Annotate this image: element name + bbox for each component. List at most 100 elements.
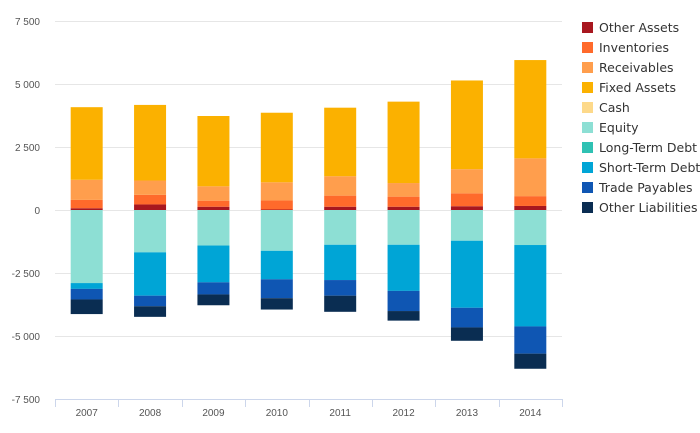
bar-segment-other-liabilities-2008[interactable] — [134, 306, 167, 317]
bar-segment-short-term-debt-2011[interactable] — [324, 244, 357, 281]
bar-segment-short-term-debt-2010[interactable] — [260, 250, 293, 280]
legend-item-long-term-debt[interactable]: Long-Term Debt — [582, 137, 700, 157]
bar-segment-equity-2009[interactable] — [197, 210, 230, 246]
chart-legend[interactable]: Other Assets Inventories Receivables Fixed … — [582, 17, 700, 217]
bar-segment-trade-payables-2008[interactable] — [134, 295, 167, 307]
bar-segment-fixed-assets-2013[interactable] — [450, 80, 483, 170]
bar-segment-trade-payables-2011[interactable] — [324, 280, 357, 296]
bar-segment-other-liabilities-2013[interactable] — [450, 327, 483, 341]
legend-label: Cash — [599, 99, 630, 115]
bar-stack-2009 — [197, 116, 230, 306]
bar-segment-other-assets-2013[interactable] — [450, 206, 483, 210]
bar-segment-short-term-debt-2014[interactable] — [514, 245, 547, 327]
bar-segment-other-assets-2014[interactable] — [514, 205, 547, 210]
bar-stack-2010 — [260, 112, 293, 310]
bar-segment-inventories-2007[interactable] — [70, 199, 103, 209]
bar-segment-other-liabilities-2009[interactable] — [197, 294, 230, 306]
bar-segment-receivables-2009[interactable] — [197, 186, 230, 201]
bar-segment-short-term-debt-2012[interactable] — [387, 244, 420, 291]
bar-segment-inventories-2011[interactable] — [324, 195, 357, 207]
bar-segment-short-term-debt-2013[interactable] — [450, 240, 483, 308]
bar-segment-equity-2014[interactable] — [514, 210, 547, 246]
bar-segment-fixed-assets-2010[interactable] — [260, 112, 293, 183]
legend-item-trade-payables[interactable]: Trade Payables — [582, 177, 700, 197]
bar-segment-fixed-assets-2012[interactable] — [387, 101, 420, 184]
y-tick-label: 0 — [34, 206, 40, 217]
bar-segment-other-liabilities-2007[interactable] — [70, 299, 103, 315]
bar-segment-equity-2013[interactable] — [450, 210, 483, 241]
bar-segment-equity-2010[interactable] — [260, 210, 293, 251]
legend-swatch — [582, 121, 593, 133]
bar-segment-inventories-2010[interactable] — [260, 200, 293, 210]
bar-segment-trade-payables-2007[interactable] — [70, 288, 103, 300]
legend-item-short-term-debt[interactable]: Short-Term Debt — [582, 157, 700, 177]
x-tick-label: 2008 — [139, 408, 162, 419]
bar-segment-other-liabilities-2014[interactable] — [514, 353, 547, 369]
bar-segment-fixed-assets-2009[interactable] — [197, 116, 230, 187]
bar-segment-other-assets-2008[interactable] — [134, 204, 167, 210]
bar-segment-equity-2011[interactable] — [324, 210, 357, 245]
bar-segment-other-liabilities-2012[interactable] — [387, 311, 420, 321]
bar-segment-inventories-2008[interactable] — [134, 194, 167, 205]
y-axis: 7 500 5 000 2 500 0 -2 500 -5 000 -7 500 — [12, 17, 41, 406]
legend-label: Fixed Assets — [599, 79, 677, 95]
bar-segment-fixed-assets-2014[interactable] — [514, 60, 547, 159]
bar-segment-trade-payables-2010[interactable] — [260, 279, 293, 299]
bar-segment-trade-payables-2014[interactable] — [514, 326, 547, 354]
bar-segment-receivables-2013[interactable] — [450, 169, 483, 194]
y-tick-label: -5 000 — [12, 332, 41, 343]
legend-swatch — [582, 41, 593, 53]
bar-segment-other-liabilities-2010[interactable] — [260, 298, 293, 310]
y-tick-label: -7 500 — [12, 395, 41, 406]
legend-label: Short-Term Debt — [599, 159, 700, 175]
bar-segment-fixed-assets-2011[interactable] — [324, 107, 357, 177]
bar-segment-inventories-2013[interactable] — [450, 193, 483, 207]
legend-swatch — [582, 101, 593, 113]
bar-segment-inventories-2009[interactable] — [197, 200, 230, 207]
bar-segment-other-assets-2007[interactable] — [70, 208, 103, 210]
legend-item-equity[interactable]: Equity — [582, 117, 700, 137]
bar-segment-equity-2012[interactable] — [387, 210, 420, 245]
bar-segment-short-term-debt-2008[interactable] — [134, 252, 167, 296]
bar-segment-inventories-2012[interactable] — [387, 196, 420, 207]
x-tick-label: 2009 — [202, 408, 225, 419]
legend-item-inventories[interactable]: Inventories — [582, 37, 700, 57]
bar-segment-fixed-assets-2008[interactable] — [134, 104, 167, 181]
bar-segment-receivables-2010[interactable] — [260, 182, 293, 201]
bar-segment-inventories-2014[interactable] — [514, 196, 547, 206]
bar-segment-other-assets-2012[interactable] — [387, 206, 420, 210]
bar-segment-equity-2007[interactable] — [70, 210, 103, 284]
y-tick-label: -2 500 — [12, 269, 41, 280]
bar-segment-receivables-2012[interactable] — [387, 183, 420, 197]
bar-segment-other-liabilities-2011[interactable] — [324, 295, 357, 312]
legend-item-other-liabilities[interactable]: Other Liabilities — [582, 197, 700, 217]
bar-segment-trade-payables-2013[interactable] — [450, 307, 483, 328]
bar-segment-other-assets-2009[interactable] — [197, 206, 230, 210]
x-tick-label: 2012 — [392, 408, 415, 419]
bar-stack-2011 — [324, 107, 357, 312]
x-tick-label: 2014 — [519, 408, 542, 419]
bar-segment-receivables-2007[interactable] — [70, 179, 103, 200]
bar-segment-trade-payables-2012[interactable] — [387, 290, 420, 312]
bar-segment-short-term-debt-2007[interactable] — [70, 283, 103, 289]
y-tick-label: 7 500 — [15, 17, 40, 28]
legend-item-receivables[interactable]: Receivables — [582, 57, 700, 77]
bar-segment-other-assets-2011[interactable] — [324, 206, 357, 210]
bar-segment-receivables-2011[interactable] — [324, 176, 357, 196]
bar-segment-trade-payables-2009[interactable] — [197, 282, 230, 295]
bar-segment-receivables-2014[interactable] — [514, 158, 547, 197]
bar-segment-equity-2008[interactable] — [134, 210, 167, 253]
legend-swatch — [582, 161, 593, 173]
legend-label: Inventories — [599, 39, 669, 55]
x-tick-label: 2007 — [76, 408, 99, 419]
legend-item-cash[interactable]: Cash — [582, 97, 700, 117]
legend-item-other-assets[interactable]: Other Assets — [582, 17, 700, 37]
bar-segment-receivables-2008[interactable] — [134, 180, 167, 195]
x-axis: 2007 2008 2009 2010 2011 2012 2013 2014 — [55, 399, 563, 419]
bar-segment-other-assets-2010[interactable] — [260, 209, 293, 210]
legend-swatch — [582, 61, 593, 73]
bar-segment-fixed-assets-2007[interactable] — [70, 107, 103, 180]
legend-item-fixed-assets[interactable]: Fixed Assets — [582, 77, 700, 97]
bar-stack-2013 — [450, 80, 483, 341]
bar-segment-short-term-debt-2009[interactable] — [197, 245, 230, 283]
